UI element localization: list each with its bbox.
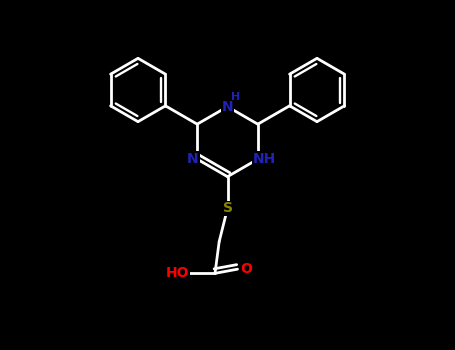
Text: NH: NH xyxy=(253,152,276,166)
Text: S: S xyxy=(222,201,233,215)
Text: H: H xyxy=(231,92,240,102)
Text: N: N xyxy=(222,100,233,114)
Text: O: O xyxy=(240,262,252,276)
Text: HO: HO xyxy=(166,266,189,280)
Text: N: N xyxy=(187,152,199,166)
